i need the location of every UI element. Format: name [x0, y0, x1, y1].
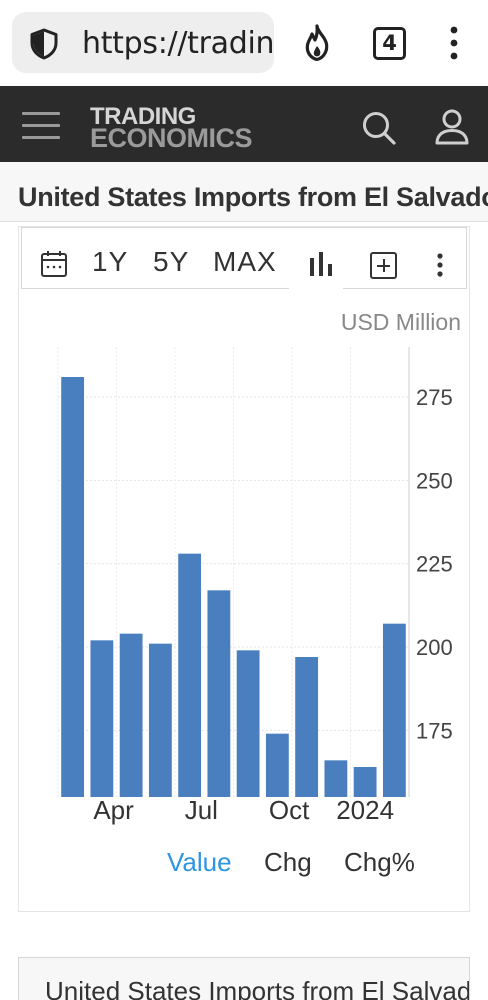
page-title: United States Imports from El Salvador	[18, 182, 488, 212]
bar-2	[119, 633, 143, 797]
x-tick-label: Oct	[269, 795, 310, 825]
x-tick-label: Jul	[185, 795, 218, 825]
y-tick-label: 175	[416, 718, 453, 743]
chart-toolbar: 1Y 5Y MAX	[21, 227, 467, 289]
y-tick-label: 225	[416, 552, 453, 577]
range-max-button[interactable]: MAX	[213, 246, 277, 277]
bar-chart: 175 200 225 250 275 Apr Jul Oct 2024	[57, 347, 453, 825]
calendar-icon[interactable]	[40, 250, 68, 278]
toolbar-active-marker	[289, 287, 343, 290]
x-tick-label: Apr	[93, 795, 134, 825]
bar-9	[324, 760, 348, 797]
user-icon[interactable]	[434, 108, 470, 146]
bar-10	[353, 767, 377, 797]
related-card[interactable]: United States Imports from El Salvador	[18, 957, 470, 1000]
compare-add-icon[interactable]	[370, 252, 397, 279]
bar-6	[236, 650, 260, 797]
hamburger-icon[interactable]	[22, 112, 60, 140]
site-header: TRADING ECONOMICS	[0, 86, 488, 162]
y-tick-label: 275	[416, 385, 453, 410]
fire-icon[interactable]	[300, 24, 334, 62]
site-logo[interactable]: TRADING ECONOMICS	[90, 103, 253, 153]
bar-4	[178, 553, 202, 797]
bar-3	[148, 643, 172, 797]
logo-line-1: TRADING	[90, 103, 196, 130]
shield-icon[interactable]	[28, 28, 60, 60]
tabs-counter-icon[interactable]: 4	[373, 27, 406, 60]
related-card-title: United States Imports from El Salvador	[45, 976, 470, 1000]
bar-chart-type-icon[interactable]	[309, 250, 333, 276]
chart-options-icon[interactable]	[436, 253, 444, 277]
range-1y-button[interactable]: 1Y	[92, 246, 129, 277]
chart-card: 175 200 225 250 275 Apr Jul Oct 2024 1Y 5Y MAX U…	[18, 226, 470, 912]
logo-line-2: ECONOMICS	[90, 123, 253, 153]
unit-label: USD Million	[340, 309, 461, 335]
x-tick-label: 2024	[336, 795, 394, 825]
y-tick-label: 200	[416, 635, 453, 660]
range-5y-button[interactable]: 5Y	[153, 246, 190, 277]
address-bar[interactable]: https://tradingeconomics.com	[12, 12, 274, 73]
browser-toolbar: https://tradingeconomics.com 4	[0, 0, 488, 86]
legend-chg-percent[interactable]: Chg%	[344, 847, 415, 877]
legend-value[interactable]: Value	[167, 847, 232, 877]
bar-11	[382, 623, 406, 797]
legend-chg[interactable]: Chg	[264, 847, 312, 877]
bar-0	[61, 377, 85, 797]
search-icon[interactable]	[361, 110, 397, 146]
page-title-bar: United States Imports from El Salvador	[0, 162, 488, 222]
kebab-icon[interactable]	[446, 26, 462, 60]
bar-7	[265, 733, 289, 797]
bar-1	[90, 640, 114, 797]
bar-5	[207, 590, 231, 797]
bar-8	[295, 657, 319, 797]
y-tick-label: 250	[416, 468, 453, 493]
url-text[interactable]: https://tradingeconomics.com	[82, 26, 274, 61]
